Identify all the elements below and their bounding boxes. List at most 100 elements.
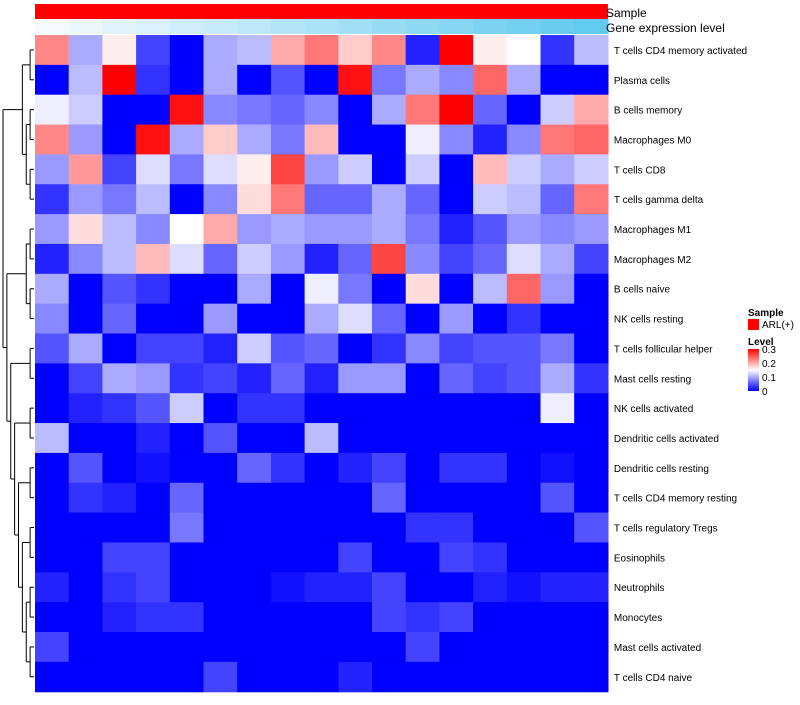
- heatmap-cell: [270, 602, 306, 633]
- heatmap-cell: [203, 303, 238, 335]
- heatmap-cell: [540, 35, 575, 66]
- heatmap-cell: [338, 124, 373, 155]
- heatmap-cell: [574, 273, 609, 305]
- heatmap-cell: [372, 243, 407, 275]
- heatmap-cell: [136, 632, 171, 663]
- heatmap-cell: [68, 393, 103, 424]
- heatmap-cell: [35, 243, 70, 275]
- heatmap-cell: [35, 273, 70, 305]
- heatmap-cell: [35, 661, 70, 693]
- heatmap-cell: [473, 273, 508, 305]
- heatmap-cell: [540, 273, 575, 305]
- heatmap-cell: [270, 124, 306, 155]
- expression-track-cell: [203, 19, 238, 34]
- heatmap-cell: [372, 273, 407, 305]
- heatmap-cell: [439, 452, 474, 484]
- heatmap-cell: [473, 393, 508, 424]
- heatmap-cell: [574, 303, 609, 335]
- row-label: Macrophages M2: [614, 255, 692, 266]
- heatmap-cell: [68, 632, 103, 663]
- heatmap-cells: [35, 35, 609, 693]
- heatmap-cell: [237, 661, 272, 693]
- heatmap-cell: [405, 602, 440, 633]
- heatmap-cell: [270, 572, 306, 603]
- heatmap-cell: [169, 333, 205, 364]
- heatmap-cell: [338, 661, 373, 693]
- heatmap-cell: [439, 423, 474, 454]
- heatmap-cell: [338, 243, 373, 275]
- heatmap-cell: [169, 423, 205, 454]
- heatmap-cell: [169, 184, 205, 215]
- heatmap-cell: [102, 333, 137, 364]
- heatmap-cell: [574, 512, 609, 544]
- heatmap-cell: [372, 35, 407, 66]
- heatmap-cell: [574, 482, 609, 514]
- heatmap-cell: [439, 184, 474, 215]
- heatmap-cell: [169, 64, 205, 96]
- heatmap-cell: [68, 273, 103, 305]
- heatmap-cell: [102, 303, 137, 335]
- heatmap-cell: [237, 363, 272, 394]
- heatmap-cell: [574, 35, 609, 66]
- heatmap-cell: [136, 512, 171, 544]
- heatmap-cell: [237, 94, 272, 126]
- heatmap-cell: [574, 214, 609, 245]
- heatmap-cell: [304, 154, 339, 185]
- heatmap-cell: [405, 154, 440, 185]
- heatmap-cell: [35, 333, 70, 364]
- heatmap-cell: [540, 214, 575, 245]
- row-label: Mast cells resting: [614, 374, 691, 385]
- heatmap-cell: [102, 602, 137, 633]
- heatmap-cell: [304, 542, 339, 573]
- heatmap-cell: [102, 35, 137, 66]
- row-label: T cells CD4 memory resting: [614, 494, 737, 505]
- heatmap-cell: [338, 35, 373, 66]
- heatmap-cell: [203, 602, 238, 633]
- heatmap-cell: [405, 243, 440, 275]
- heatmap-cell: [102, 243, 137, 275]
- heatmap-cell: [102, 632, 137, 663]
- heatmap-cell: [506, 214, 542, 245]
- heatmap-cell: [439, 363, 474, 394]
- expression-track-cell: [102, 19, 137, 34]
- heatmap-cell: [169, 661, 205, 693]
- row-label: B cells naive: [614, 285, 671, 296]
- heatmap-cell: [439, 572, 474, 603]
- heatmap-cell: [304, 333, 339, 364]
- heatmap-cell: [304, 423, 339, 454]
- heatmap-cell: [540, 124, 575, 155]
- heatmap-cell: [102, 94, 137, 126]
- heatmap-cell: [237, 452, 272, 484]
- heatmap-cell: [540, 602, 575, 633]
- row-label: T cells CD8: [614, 165, 666, 176]
- heatmap-cell: [439, 333, 474, 364]
- heatmap-cell: [270, 632, 306, 663]
- heatmap-cell: [169, 452, 205, 484]
- heatmap-cell: [439, 94, 474, 126]
- expression-track-cell: [237, 19, 272, 34]
- heatmap-cell: [270, 423, 306, 454]
- heatmap-cell: [473, 423, 508, 454]
- heatmap-cell: [304, 303, 339, 335]
- heatmap-cell: [68, 243, 103, 275]
- heatmap-cell: [203, 64, 238, 96]
- heatmap-cell: [237, 482, 272, 514]
- heatmap-cell: [473, 452, 508, 484]
- heatmap-cell: [372, 452, 407, 484]
- row-label: T cells gamma delta: [614, 195, 704, 206]
- heatmap-cell: [102, 512, 137, 544]
- heatmap-cell: [237, 303, 272, 335]
- expression-track-cell: [506, 19, 542, 34]
- heatmap-cell: [473, 482, 508, 514]
- heatmap-cell: [473, 154, 508, 185]
- heatmap-cell: [203, 363, 238, 394]
- expression-track-cell: [304, 19, 339, 34]
- heatmap-cell: [405, 661, 440, 693]
- heatmap-cell: [35, 632, 70, 663]
- heatmap-cell: [270, 661, 306, 693]
- heatmap-cell: [506, 602, 542, 633]
- heatmap-cell: [405, 333, 440, 364]
- expression-track-cell: [405, 19, 440, 34]
- heatmap-cell: [574, 452, 609, 484]
- heatmap-cell: [68, 64, 103, 96]
